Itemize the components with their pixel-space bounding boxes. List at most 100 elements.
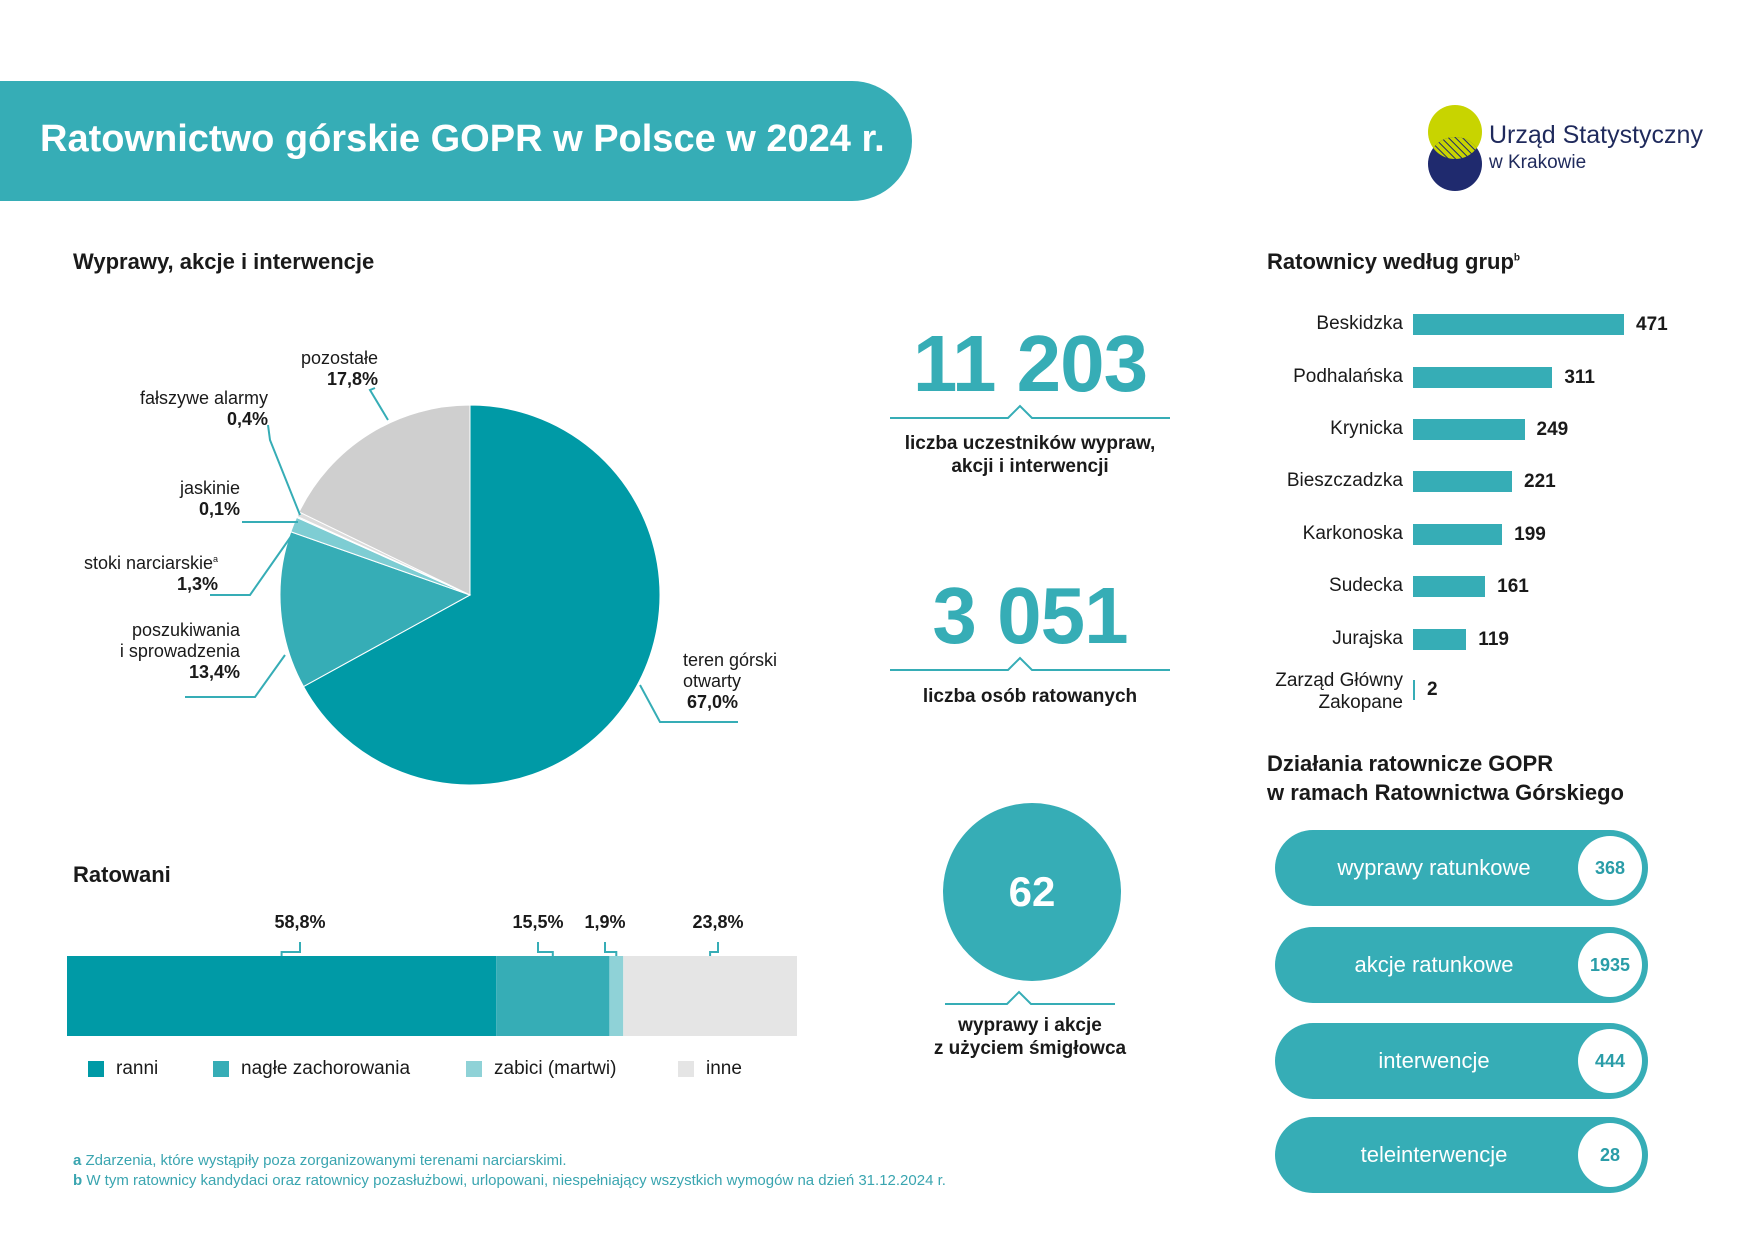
group-value: 311 [1564, 367, 1595, 388]
action-pill-akcje: akcje ratunkowe 1935 [1275, 927, 1648, 1003]
leader-line [210, 534, 293, 596]
action-label: interwencje [1378, 1048, 1490, 1073]
pie-label-value: 1,3% [176, 574, 218, 594]
action-value: 368 [1578, 836, 1642, 900]
group-label: Beskidzka [1316, 313, 1403, 334]
pie-label-poszukiwania: poszukiwania i sprowadzenia 13,4% [108, 620, 240, 683]
group-bar [1413, 367, 1553, 388]
action-pill-teleinterwencje: teleinterwencje 28 [1275, 1117, 1648, 1193]
actions-title: Działania ratownicze GOPR w ramach Ratow… [1267, 749, 1624, 807]
group-label: Krynicka [1330, 418, 1403, 439]
group-label: Sudecka [1329, 575, 1403, 596]
segment-label: 15,5% [512, 912, 564, 932]
actions-title-line: Działania ratownicze GOPR [1267, 751, 1554, 776]
legend-zabici: zabici (martwi) [466, 1058, 616, 1080]
leader-line [267, 424, 301, 516]
stack-segment [623, 956, 797, 1036]
pie-label-name: poszukiwania [131, 620, 240, 640]
group-value: 249 [1536, 419, 1569, 440]
pie-label-value: 13,4% [188, 662, 240, 682]
legend-swatch [213, 1061, 229, 1077]
pie-label-name: otwarty [683, 671, 742, 691]
actions-title-line: w ramach Ratownictwa Górskiego [1267, 780, 1624, 805]
pie-label-value: 17,8% [326, 369, 378, 389]
pie-label-name: i sprowadzenia [119, 641, 240, 661]
footnote-marker: b [1513, 252, 1521, 264]
pie-label-name: jaskinie [179, 478, 240, 498]
logo-text: Urząd Statystyczny [1489, 121, 1703, 149]
action-pill-wyprawy: wyprawy ratunkowe 368 [1275, 830, 1648, 906]
segment-tick [280, 942, 301, 956]
action-label: wyprawy ratunkowe [1337, 855, 1531, 880]
participants-caption-line: akcji i interwencji [951, 456, 1109, 477]
pie-label-name: fałszywe alarmy [139, 388, 268, 408]
action-pill-interwencje: interwencje 444 [1275, 1023, 1648, 1099]
stack-segment [496, 956, 610, 1036]
group-label: Bieszczadzka [1286, 470, 1403, 491]
callout-line [890, 656, 1170, 671]
segment-tick [709, 942, 719, 956]
logo-subtext: w Krakowie [1489, 152, 1587, 173]
footnote-letter: b [73, 1172, 83, 1189]
group-value: 221 [1524, 471, 1556, 492]
group-bar [1413, 680, 1415, 700]
legend-swatch [678, 1061, 694, 1077]
segment-label: 1,9% [584, 912, 626, 932]
group-value: 471 [1636, 314, 1668, 335]
pie-label-name: teren górski [683, 650, 778, 670]
callout-line [945, 990, 1115, 1005]
pie-chart [185, 387, 738, 786]
legend-inne: inne [678, 1058, 742, 1080]
pie-label-name: stoki narciarskie [83, 553, 213, 573]
legend-label: nagłe zachorowania [241, 1058, 411, 1079]
group-label: Zarząd Główny Zakopane [1275, 670, 1403, 713]
participants-caption-line: liczba uczestników wypraw, [904, 433, 1156, 454]
heli-caption-line: z użyciem śmigłowca [933, 1038, 1127, 1059]
pie-label-value: 0,1% [198, 499, 240, 519]
group-bar [1413, 576, 1486, 597]
group-bar [1413, 419, 1525, 440]
participants-number: 11 203 [912, 319, 1148, 408]
group-bar [1413, 629, 1467, 650]
action-value: 1935 [1578, 933, 1642, 997]
legend-label: inne [706, 1058, 742, 1079]
action-label: teleinterwencje [1360, 1142, 1508, 1167]
legend-nagle: nagłe zachorowania [213, 1058, 410, 1080]
page-title: Ratownictwo górskie GOPR w Polsce w 2024… [40, 118, 885, 160]
legend-swatch [466, 1061, 482, 1077]
footnote-a: a Zdarzenia, które wystąpiły poza zorgan… [73, 1152, 567, 1169]
footnote-text: W tym ratownicy kandydaci oraz ratownicy… [86, 1172, 946, 1189]
group-value: 119 [1478, 629, 1509, 650]
callout-line [890, 404, 1170, 419]
legend-ranni: ranni [88, 1058, 158, 1080]
group-value: 199 [1514, 524, 1546, 545]
group-value: 2 [1427, 679, 1438, 700]
groups-title: Ratownicy według grupb [1267, 249, 1520, 275]
action-value: 28 [1578, 1123, 1642, 1187]
group-label: Jurajska [1332, 628, 1403, 649]
pie-label-falszywe: fałszywe alarmy 0,4% [118, 388, 268, 430]
leader-line [368, 387, 389, 421]
heli-number: 62 [1008, 868, 1056, 915]
participants-caption: liczba uczestników wypraw, akcji i inter… [880, 432, 1180, 478]
pie-label-value: 0,4% [226, 409, 268, 429]
pie-slice [302, 404, 661, 786]
pie-label-name: pozostałe [300, 348, 378, 368]
pie-label-teren: teren górski otwarty 67,0% [683, 650, 777, 713]
action-value: 444 [1578, 1029, 1642, 1093]
leader-line [639, 684, 738, 723]
stack-segment [67, 956, 497, 1036]
pie-label-stoki: stoki narciarskiea 1,3% [50, 549, 218, 595]
footnote-b: b W tym ratownicy kandydaci oraz ratowni… [73, 1172, 946, 1189]
group-label: Karkonoska [1302, 523, 1403, 544]
legend-label: zabici (martwi) [494, 1058, 617, 1079]
rescued-caption: liczba osób ratowanych [922, 686, 1138, 707]
footnote-letter: a [73, 1152, 82, 1169]
logo-icon [1428, 105, 1482, 191]
heli-caption: wyprawy i akcje z użyciem śmigłowca [880, 1014, 1180, 1060]
pie-label-jaskinie: jaskinie 0,1% [150, 478, 240, 520]
legend-swatch [88, 1061, 104, 1077]
group-value: 161 [1497, 576, 1529, 597]
leader-line [185, 654, 286, 698]
group-bar [1413, 471, 1512, 492]
